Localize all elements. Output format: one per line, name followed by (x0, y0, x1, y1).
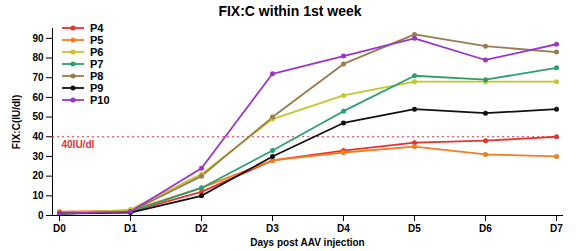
svg-text:20: 20 (32, 170, 44, 181)
html-text:P6: P6 (90, 46, 104, 58)
svg-text:D0: D0 (53, 223, 66, 234)
svg-text:40IU/dl: 40IU/dl (62, 139, 95, 150)
svg-text:D1: D1 (124, 223, 137, 234)
svg-text:D2: D2 (195, 223, 208, 234)
svg-text:D4: D4 (337, 223, 350, 234)
html-text:P5: P5 (90, 34, 104, 46)
svg-text:90: 90 (32, 33, 44, 44)
html-text:P4: P4 (90, 22, 104, 34)
svg-text:70: 70 (32, 72, 44, 83)
svg-text:10: 10 (32, 190, 44, 201)
svg-text:FIX:C(IU/dl): FIX:C(IU/dl) (11, 95, 22, 149)
svg-text:80: 80 (32, 52, 44, 63)
svg-text:30: 30 (32, 151, 44, 162)
svg-text:40: 40 (32, 131, 44, 142)
html-text:P8: P8 (90, 70, 104, 82)
html-text:P10: P10 (90, 94, 110, 106)
html-text:P7: P7 (90, 58, 104, 70)
svg-text:D3: D3 (266, 223, 279, 234)
svg-text:D6: D6 (479, 223, 492, 234)
svg-text:0: 0 (38, 210, 44, 221)
svg-text:50: 50 (32, 111, 44, 122)
html-text:FIX:C within 1st week: FIX:C within 1st week (218, 3, 362, 19)
svg-text:D5: D5 (408, 223, 421, 234)
svg-text:D7: D7 (550, 223, 563, 234)
svg-text:Days post AAV injection: Days post AAV injection (250, 237, 364, 248)
html-text:P9: P9 (90, 82, 104, 94)
svg-text:60: 60 (32, 92, 44, 103)
